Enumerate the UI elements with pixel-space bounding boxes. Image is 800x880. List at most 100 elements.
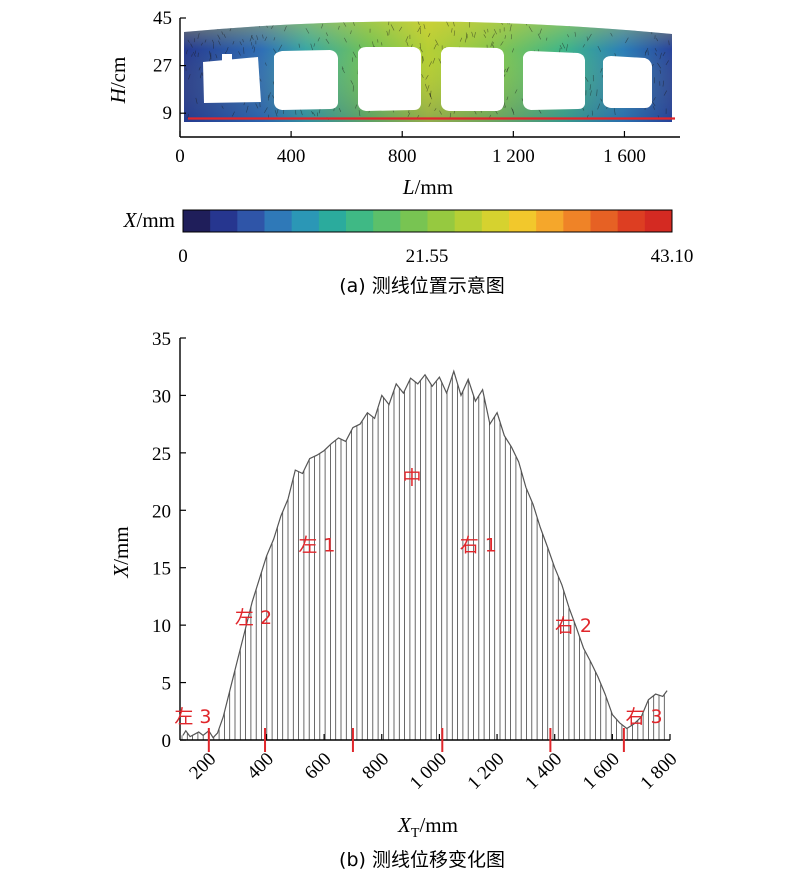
b-y-tick-label: 15	[152, 559, 171, 580]
b-x-tick-label: 1 000	[406, 749, 451, 794]
colorbar-frame	[182, 209, 673, 233]
vector-arrow	[504, 35, 506, 39]
vector-arrow	[358, 110, 361, 116]
b-x-tick-label: 1 600	[579, 749, 624, 794]
vector-arrow	[425, 83, 427, 89]
b-x-ticks: 200 400 600 800 1 000 1 200 1 400 1 600 1 800	[185, 734, 682, 794]
vector-arrow	[656, 28, 659, 33]
vector-arrow	[408, 109, 410, 114]
vector-arrow	[259, 78, 262, 82]
vector-arrow	[239, 41, 242, 46]
vector-arrow	[204, 39, 207, 43]
b-x-tick-label: 600	[301, 749, 336, 784]
vector-arrow	[586, 36, 589, 42]
vector-arrow	[459, 37, 463, 42]
vector-arrow	[453, 30, 456, 36]
b-series-outline	[182, 369, 668, 739]
vector-arrow	[432, 57, 436, 64]
region-label: 右 3	[625, 706, 662, 728]
vector-arrow	[298, 43, 300, 48]
vector-arrow	[654, 48, 657, 52]
vector-arrow	[589, 90, 592, 96]
b-y-tick-label: 10	[152, 616, 171, 637]
vector-arrow	[262, 34, 264, 39]
vector-arrow	[644, 50, 647, 56]
colorbar-segment	[481, 210, 510, 232]
colorbar-segment	[318, 210, 347, 232]
vector-arrow	[325, 32, 329, 37]
vector-arrow	[506, 66, 510, 73]
vector-arrow	[407, 112, 411, 117]
vector-arrow	[439, 110, 442, 115]
colorbar-segment	[183, 210, 211, 232]
vector-arrow	[311, 110, 314, 115]
vector-arrow	[451, 28, 453, 33]
b-y-tick-label: 30	[152, 386, 171, 407]
region-label: 右 1	[460, 535, 497, 557]
a-x-ticks: 0 400 800 1 200 1 600	[175, 131, 646, 167]
vector-arrow	[471, 31, 474, 38]
vector-arrow	[662, 80, 665, 87]
vector-arrow	[417, 25, 422, 33]
vector-arrow	[193, 51, 196, 57]
vector-arrow	[398, 26, 403, 32]
vector-arrow	[446, 21, 449, 27]
colorbar-segment	[563, 210, 591, 232]
b-x-tick-label: 1 200	[464, 749, 509, 794]
vector-arrow	[421, 74, 424, 78]
vector-arrow	[659, 52, 662, 60]
vector-arrow	[434, 108, 437, 112]
vector-arrow	[188, 74, 191, 80]
vector-arrow	[190, 43, 193, 48]
vector-arrow	[574, 31, 577, 37]
colorbar-segment	[644, 210, 673, 232]
vector-arrow	[657, 62, 662, 69]
vector-arrow	[250, 21, 253, 26]
vector-arrow	[483, 29, 487, 34]
vector-arrow	[506, 96, 509, 101]
vector-arrow	[264, 107, 268, 114]
opening-4	[441, 47, 504, 111]
vector-arrow	[651, 100, 656, 107]
vector-arrow	[435, 39, 439, 46]
vector-arrow	[350, 30, 352, 35]
vector-arrow	[491, 33, 495, 39]
vector-arrow	[341, 66, 344, 70]
opening-6	[603, 56, 652, 108]
vector-arrow	[321, 23, 324, 29]
vector-arrow	[221, 31, 224, 35]
vector-arrow	[614, 24, 616, 29]
vector-arrow	[386, 30, 389, 36]
vector-arrow	[191, 53, 193, 57]
vector-arrow	[251, 35, 254, 40]
vector-arrow	[600, 98, 603, 102]
vector-arrow	[355, 104, 357, 109]
vector-arrow	[352, 51, 357, 58]
vector-arrow	[199, 72, 202, 79]
colorbar	[182, 209, 673, 233]
vector-arrow	[644, 21, 647, 25]
vector-arrow	[416, 21, 420, 26]
vector-arrow	[653, 106, 655, 110]
vector-arrow	[312, 111, 316, 116]
b-x-tick-label: 800	[358, 749, 393, 784]
colorbar-segment	[400, 210, 428, 232]
vector-arrow	[278, 44, 283, 51]
b-y-tick-label: 20	[152, 501, 171, 522]
vector-arrow	[597, 103, 601, 110]
colorbar-segment	[590, 210, 619, 232]
vector-arrow	[628, 22, 631, 27]
vector-arrow	[266, 21, 270, 25]
vector-arrow	[613, 108, 616, 116]
vector-arrow	[514, 89, 518, 94]
vector-arrow	[584, 76, 589, 82]
colorbar-segment	[237, 210, 265, 232]
vector-arrow	[559, 44, 563, 50]
vector-arrow	[341, 68, 345, 74]
colorbar-segment	[509, 210, 537, 232]
opening-5	[523, 51, 585, 110]
b-hatch-bars	[181, 375, 665, 740]
vector-arrow	[567, 34, 569, 38]
vector-arrow	[654, 52, 657, 56]
vector-arrow	[406, 41, 409, 47]
